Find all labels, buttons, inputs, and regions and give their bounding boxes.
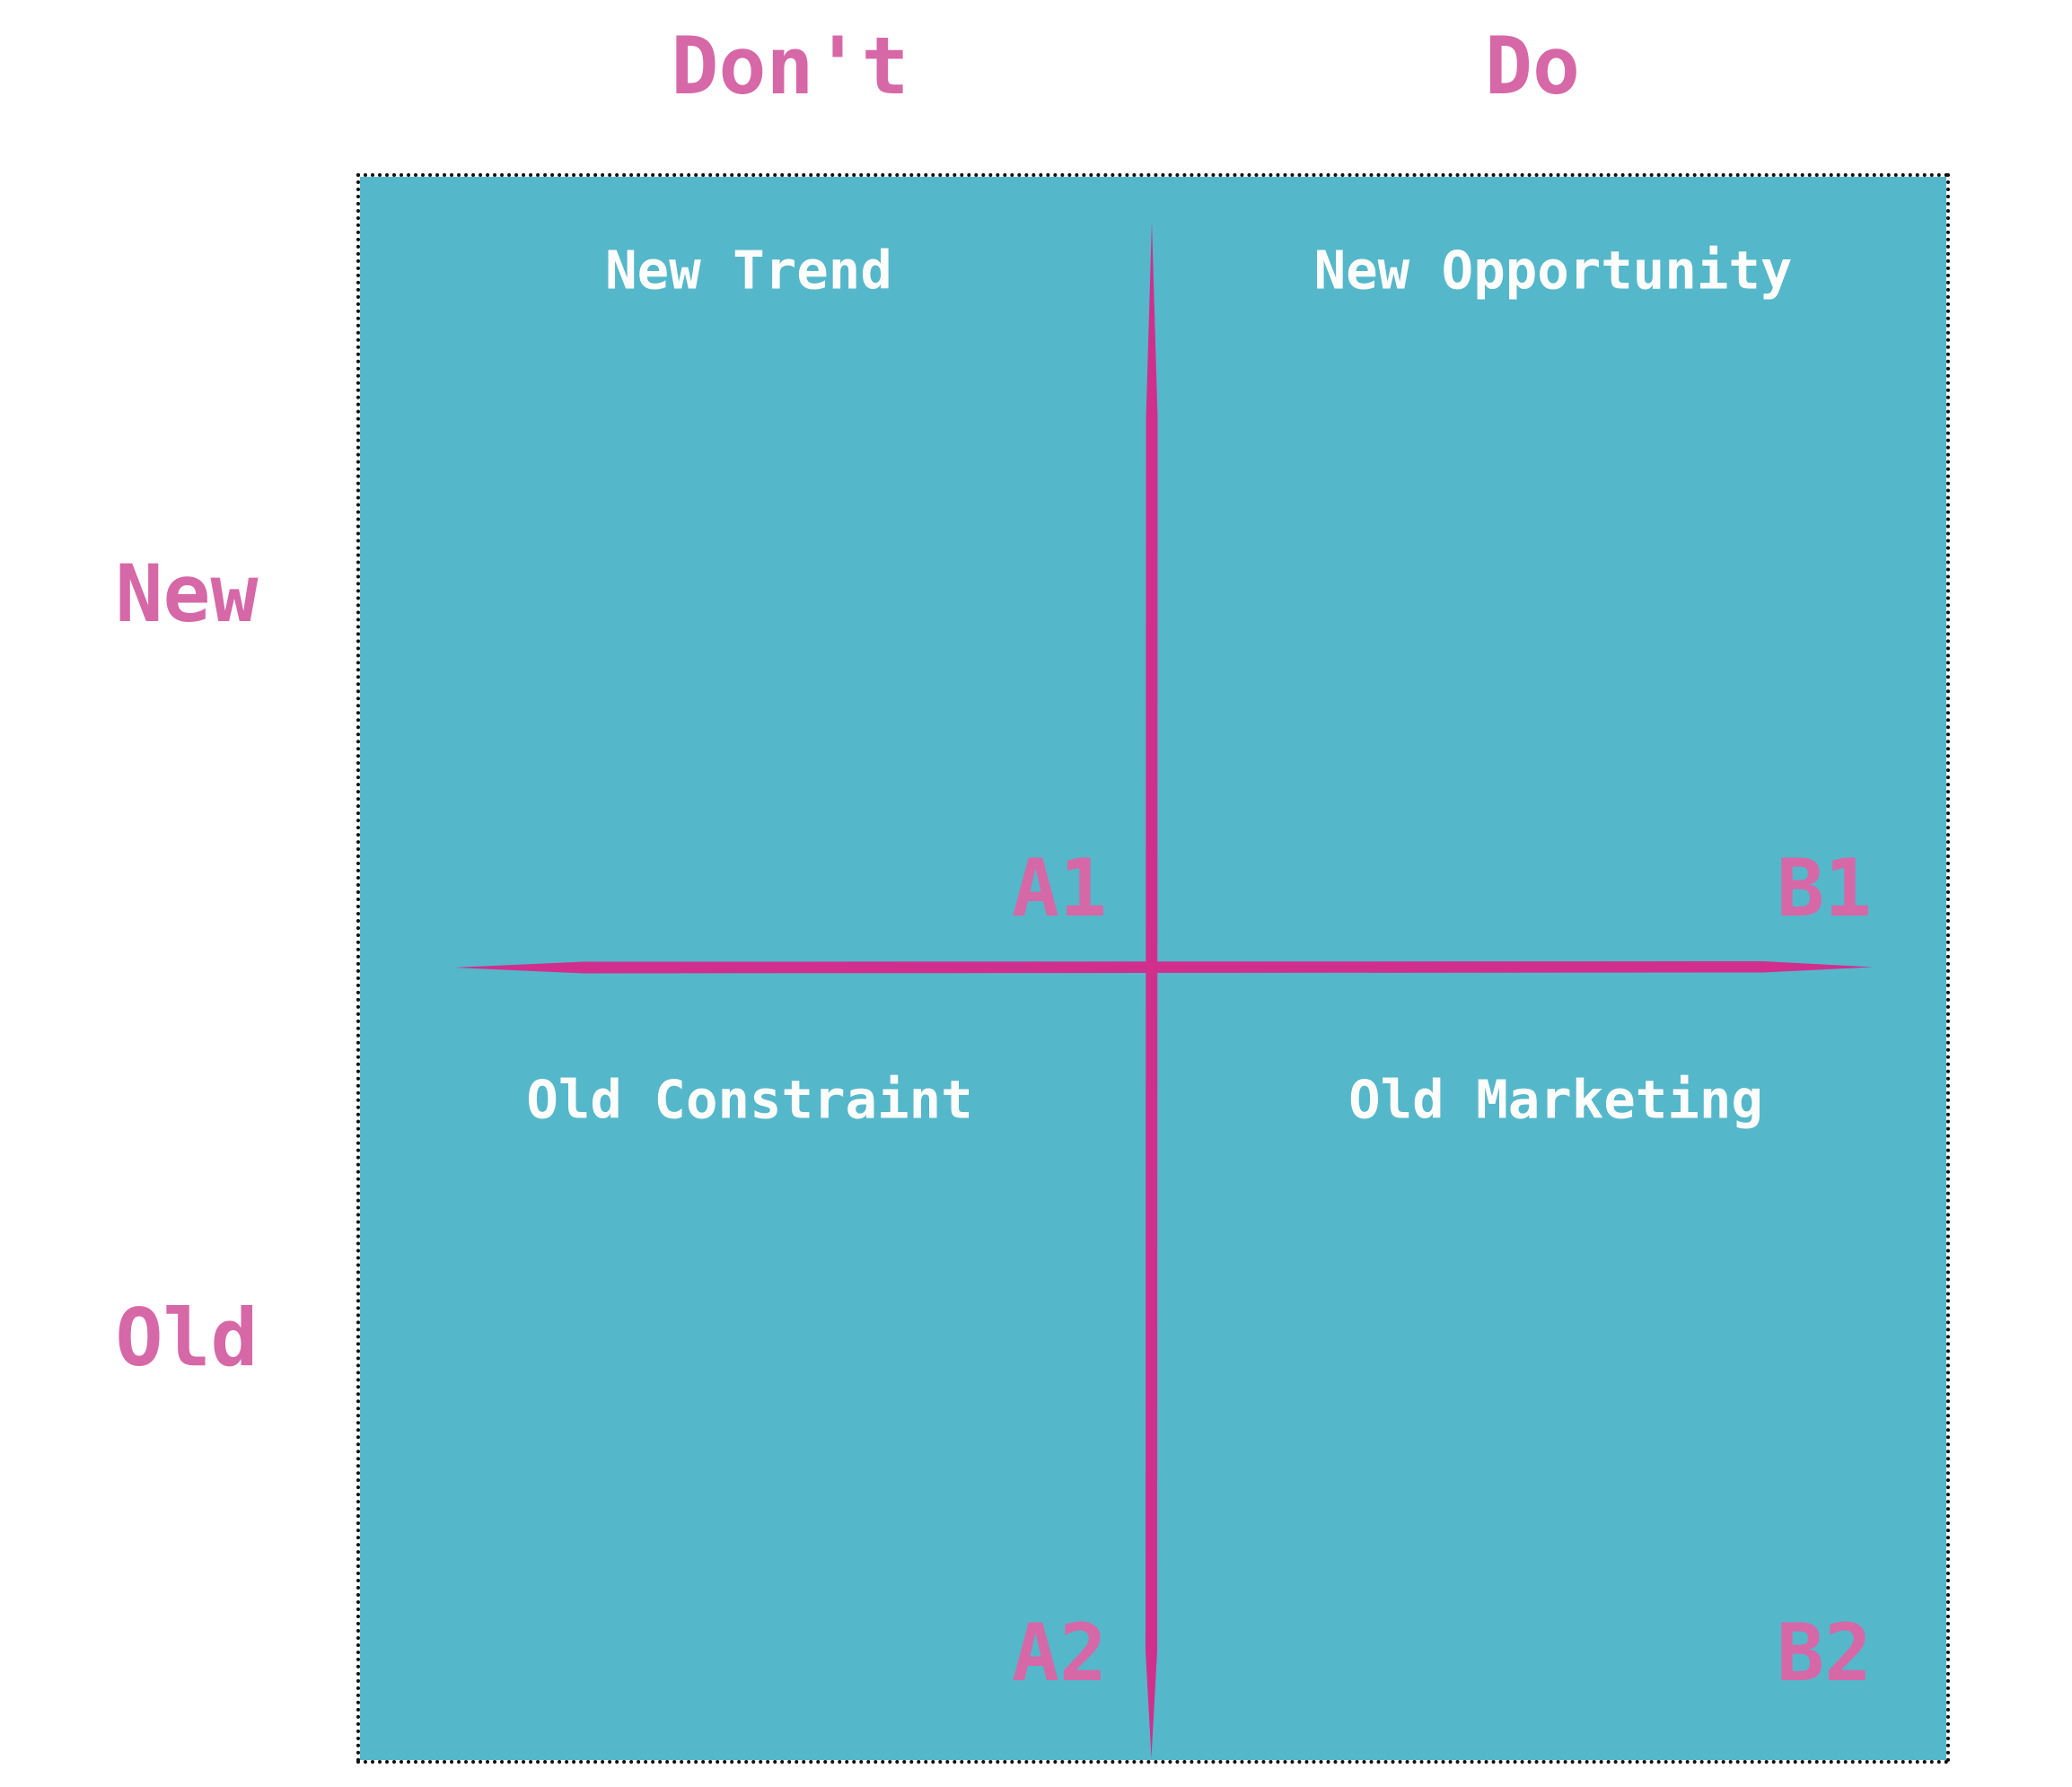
quadrant-tag-a1: A1 xyxy=(1012,842,1107,934)
quadrant-tag-b2: B2 xyxy=(1777,1607,1872,1699)
quadrant-title-new-opportunity: New Opportunity xyxy=(1313,239,1793,302)
quadrant-tag-b1: B1 xyxy=(1777,842,1872,934)
row-label-old: Old xyxy=(115,1292,259,1384)
quadrant-title-old-marketing: Old Marketing xyxy=(1348,1068,1763,1131)
quadrant-title-old-constraint: Old Constraint xyxy=(526,1068,973,1131)
quadrant-title-new-trend: New Trend xyxy=(605,239,892,302)
quadrant-tag-a2: A2 xyxy=(1012,1607,1107,1699)
vertical-axis-line xyxy=(1146,221,1158,1759)
horizontal-axis-line xyxy=(453,961,1874,974)
row-label-new: New xyxy=(115,547,259,640)
column-label-dont: Don't xyxy=(671,20,909,112)
column-label-do: Do xyxy=(1485,20,1580,112)
matrix-board xyxy=(356,173,1950,1764)
axis-lines xyxy=(453,221,1874,1759)
